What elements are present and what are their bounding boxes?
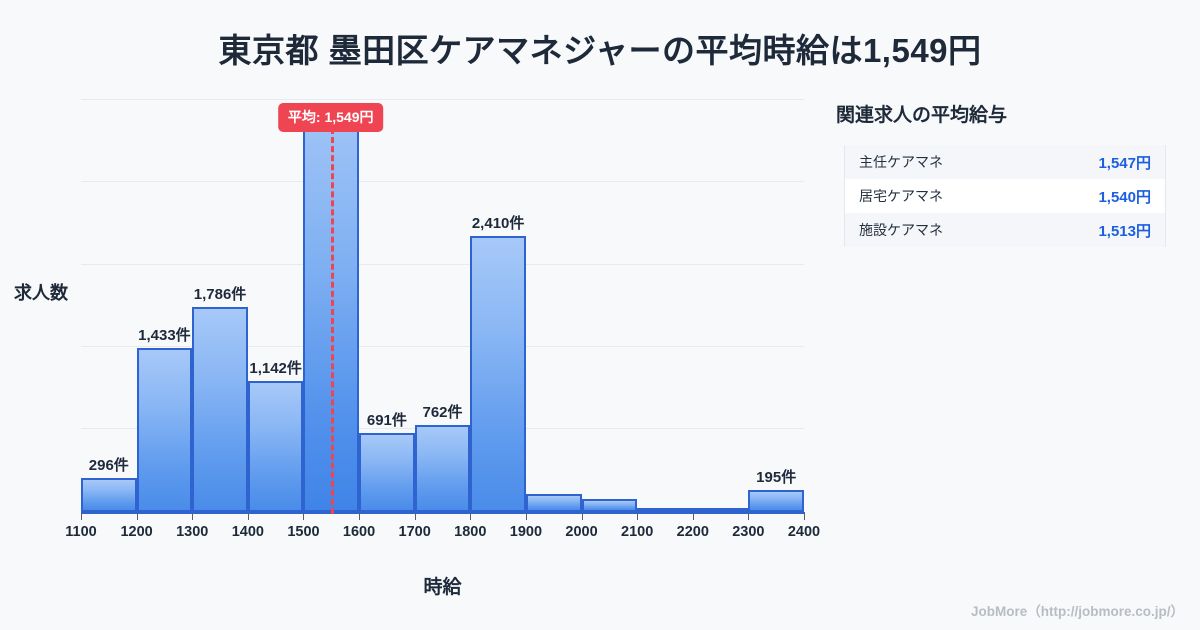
x-axis-tick xyxy=(692,512,694,520)
gridline xyxy=(81,99,804,100)
table-row[interactable]: 居宅ケアマネ 1,540円 xyxy=(844,179,1167,213)
watermark: JobMore（http://jobmore.co.jp/） xyxy=(971,604,1184,619)
related-salary-table: 主任ケアマネ 1,547円 居宅ケアマネ 1,540円 施設ケアマネ 1,513円 xyxy=(844,145,1167,247)
x-axis-tick-label: 2400 xyxy=(787,524,821,540)
x-axis-tick xyxy=(303,512,305,520)
x-axis-tick-label: 2100 xyxy=(621,524,654,540)
histogram-bar[interactable] xyxy=(136,347,193,512)
x-axis-tick-label: 1600 xyxy=(342,524,376,540)
table-row[interactable]: 主任ケアマネ 1,547円 xyxy=(844,145,1167,179)
x-axis-tick-label: 2300 xyxy=(732,524,765,540)
x-axis-tick-label: 2200 xyxy=(676,524,709,540)
x-axis-tick xyxy=(804,512,805,520)
histogram-bar[interactable] xyxy=(414,424,471,512)
salary-value: 1,513円 xyxy=(1035,213,1167,247)
bar-value-label: 2,410件 xyxy=(471,214,525,232)
x-axis-line xyxy=(81,512,804,514)
x-axis-tick-label: 1200 xyxy=(120,524,153,540)
histogram-bar[interactable] xyxy=(470,235,526,512)
x-axis-tick xyxy=(247,512,249,520)
bar-value-label: 1,786件 xyxy=(193,286,247,304)
x-axis-tick xyxy=(525,512,527,520)
bar-value-label: 1,433件 xyxy=(138,326,191,344)
x-axis-tick xyxy=(192,512,194,520)
average-badge: 平均: 1,549円 xyxy=(277,103,384,132)
histogram-bar[interactable] xyxy=(525,493,582,512)
bar-value-label: 1,142件 xyxy=(249,359,302,377)
histogram-bar[interactable] xyxy=(637,508,693,512)
salary-role-label: 居宅ケアマネ xyxy=(844,179,1036,213)
x-axis-tick xyxy=(470,512,472,520)
x-axis-tick xyxy=(637,512,639,520)
x-axis-tick-label: 1300 xyxy=(176,524,209,540)
x-axis-tick xyxy=(81,512,82,520)
y-axis-title: 求人数 xyxy=(14,283,68,303)
gridline xyxy=(81,345,804,347)
x-axis-tick xyxy=(359,512,361,520)
x-axis-tick-label: 1100 xyxy=(65,524,97,540)
table-row[interactable]: 施設ケアマネ 1,513円 xyxy=(844,213,1167,247)
bar-value-label: 296件 xyxy=(88,457,129,475)
bar-value-label: 195件 xyxy=(756,468,797,486)
x-axis-tick-label: 1700 xyxy=(398,524,431,540)
average-line xyxy=(330,128,334,514)
salary-value: 1,547円 xyxy=(1035,145,1167,179)
salary-role-label: 主任ケアマネ xyxy=(844,145,1036,179)
histogram-bar[interactable] xyxy=(692,508,749,512)
x-axis-tick xyxy=(748,512,750,520)
x-axis-tick-label: 1900 xyxy=(509,524,543,540)
histogram-bar[interactable] xyxy=(81,478,137,512)
x-axis-tick-label: 1400 xyxy=(231,524,264,540)
histogram-bar[interactable] xyxy=(359,432,415,512)
x-axis-title: 時給 xyxy=(423,577,462,598)
x-axis-tick-label: 1500 xyxy=(287,524,320,540)
related-salary-title: 関連求人の平均給与 xyxy=(836,105,1008,126)
gridline xyxy=(81,181,804,183)
bar-value-label: 762件 xyxy=(422,403,463,421)
histogram-bar[interactable] xyxy=(748,489,804,512)
x-axis-tick xyxy=(414,512,416,520)
x-axis-tick-label: 1800 xyxy=(454,524,487,540)
gridline xyxy=(81,263,804,265)
histogram-bar[interactable] xyxy=(192,307,248,512)
salary-role-label: 施設ケアマネ xyxy=(844,213,1036,247)
related-salary-panel: 関連求人の平均給与 主任ケアマネ 1,547円 居宅ケアマネ 1,540円 施設ケアマネ… xyxy=(836,100,1167,247)
histogram-bar[interactable] xyxy=(247,380,304,512)
bar-value-label: 691件 xyxy=(366,411,407,429)
x-axis-tick-label: 2000 xyxy=(565,524,598,540)
histogram-bar[interactable] xyxy=(581,499,638,512)
salary-value: 1,540円 xyxy=(1035,179,1167,213)
page-title: 東京都 墨田区ケアマネジャーの平均時給は1,549円 xyxy=(218,32,982,69)
x-axis-tick xyxy=(136,512,138,520)
x-axis-tick xyxy=(581,512,583,520)
histogram-plot: 296件1,433件1,786件1,142件3,333件691件762件2,41… xyxy=(14,99,820,598)
